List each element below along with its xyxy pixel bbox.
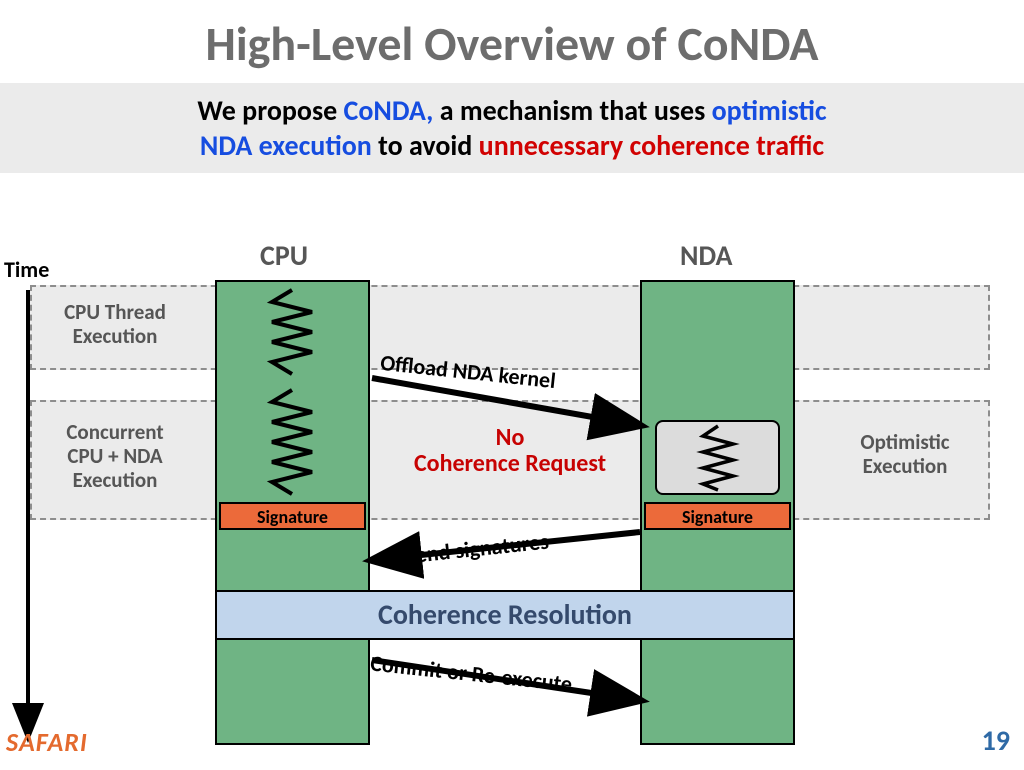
proposal-text-3: to avoid xyxy=(372,128,479,163)
no-coherence-request: No Coherence Request xyxy=(395,425,625,478)
arrow-label-commit: Commit or Re-execute xyxy=(369,649,573,697)
phase-label-concurrent: Concurrent CPU + NDA Execution xyxy=(35,420,195,492)
column-header-nda: NDA xyxy=(680,238,732,273)
proposal-box: We propose CoNDA, a mechanism that uses … xyxy=(0,83,1024,173)
signature-nda: Signature xyxy=(644,502,791,530)
proposal-unnecessary: unnecessary coherence traffic xyxy=(479,128,824,163)
coherence-resolution-band: Coherence Resolution xyxy=(215,590,795,640)
time-axis-label: Time xyxy=(4,256,49,283)
proposal-conda: CoNDA, xyxy=(344,93,434,128)
diagram-area: CPU Thread Execution Concurrent CPU + ND… xyxy=(0,230,1024,768)
signature-cpu: Signature xyxy=(219,502,366,530)
proposal-text-2: a mechanism that uses xyxy=(433,93,711,128)
slide-title: High-Level Overview of CoNDA xyxy=(0,0,1024,79)
proposal-text-1: We propose xyxy=(197,93,343,128)
phase-label-cputhread: CPU Thread Execution xyxy=(35,300,195,348)
nda-optimistic-box xyxy=(655,420,780,495)
page-number: 19 xyxy=(982,723,1010,758)
phase-label-optimistic: Optimistic Execution xyxy=(820,430,990,478)
arrow-label-sendsig: Send signatures xyxy=(404,528,550,570)
proposal-nda-exec: NDA execution xyxy=(200,128,372,163)
column-header-cpu: CPU xyxy=(260,238,308,273)
proposal-optimistic: optimistic xyxy=(712,93,827,128)
footer-safari-logo: SAFARI xyxy=(6,726,88,758)
